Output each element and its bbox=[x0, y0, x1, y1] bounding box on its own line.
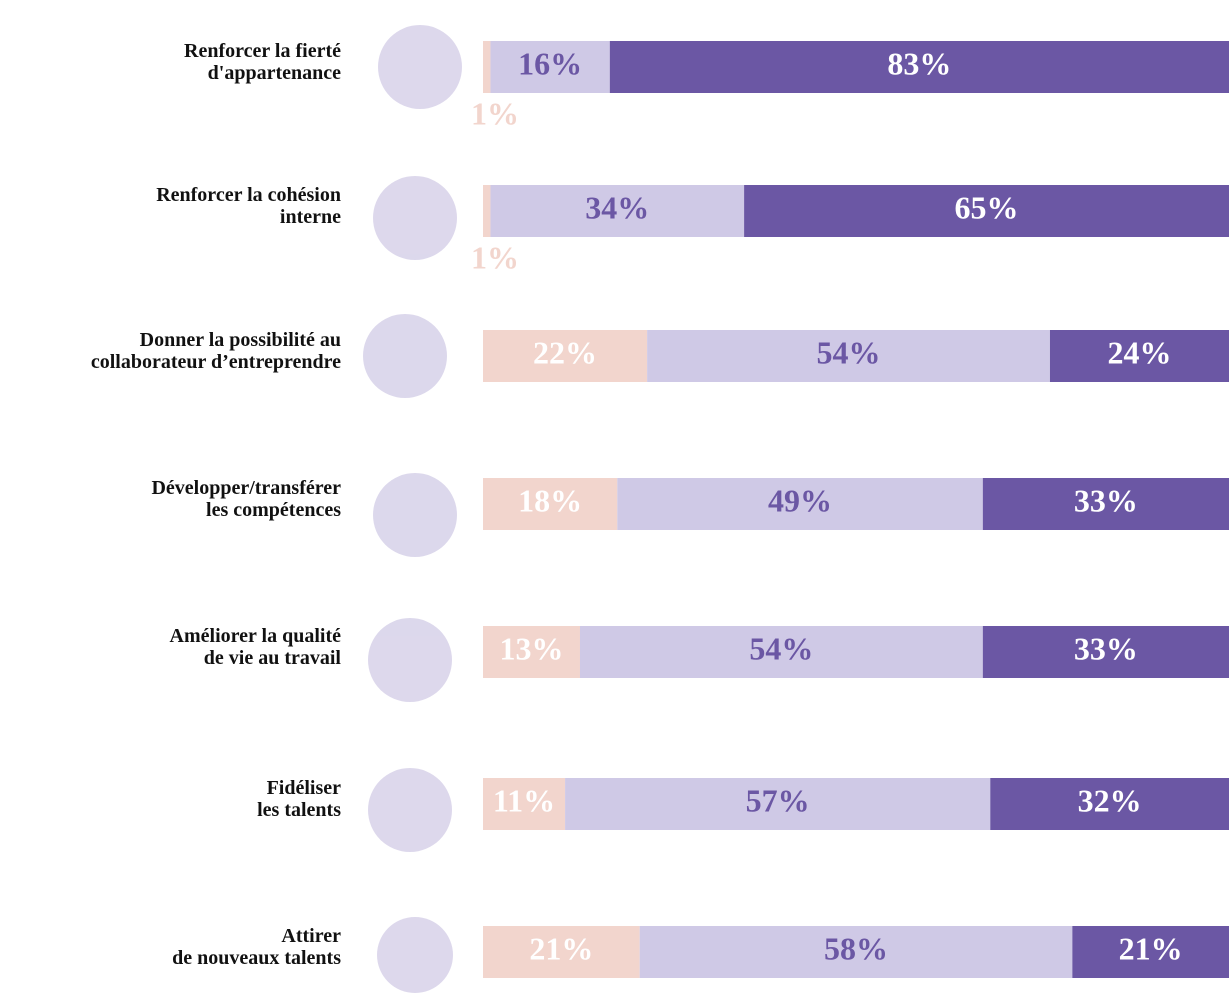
icon bbox=[368, 768, 452, 852]
icon bbox=[373, 176, 457, 260]
icon bbox=[373, 473, 457, 557]
value-label: 34% bbox=[585, 189, 649, 225]
category-label: d'appartenance bbox=[208, 62, 341, 84]
value-label: 24% bbox=[1107, 334, 1171, 370]
value-label: 49% bbox=[768, 482, 832, 518]
category-label: Fidéliser bbox=[267, 777, 342, 799]
category-label: Améliorer la qualité bbox=[170, 625, 342, 647]
category-label: Renforcer la fierté bbox=[184, 40, 341, 62]
category-label: Attirer bbox=[281, 925, 341, 947]
icon bbox=[363, 314, 447, 398]
value-label: 32% bbox=[1078, 782, 1142, 818]
value-label: 21% bbox=[1119, 930, 1183, 966]
category-label: les talents bbox=[257, 799, 341, 821]
value-label: 65% bbox=[955, 189, 1019, 225]
category-label: collaborateur d’entreprendre bbox=[91, 351, 341, 373]
value-label: 13% bbox=[499, 630, 563, 666]
category-label: Donner la possibilité au bbox=[140, 329, 341, 351]
value-label: 83% bbox=[887, 45, 951, 81]
icon bbox=[378, 25, 462, 109]
category-label: Renforcer la cohésion bbox=[156, 184, 341, 206]
category-label: les compétences bbox=[206, 499, 341, 521]
value-label: 1% bbox=[471, 95, 519, 131]
bar-segment bbox=[483, 41, 490, 93]
value-label: 18% bbox=[518, 482, 582, 518]
value-label: 54% bbox=[817, 334, 881, 370]
value-label: 22% bbox=[533, 334, 597, 370]
value-label: 11% bbox=[493, 782, 555, 818]
value-label: 33% bbox=[1074, 482, 1138, 518]
value-label: 58% bbox=[824, 930, 888, 966]
chart: Renforcer la fiertéd'appartenance 1% 16% 83… bbox=[0, 0, 1229, 998]
icon bbox=[368, 618, 452, 702]
value-label: 21% bbox=[529, 930, 593, 966]
value-label: 16% bbox=[518, 45, 582, 81]
value-label: 1% bbox=[471, 239, 519, 275]
value-label: 33% bbox=[1074, 630, 1138, 666]
category-label: de nouveaux talents bbox=[172, 947, 341, 969]
icon bbox=[377, 917, 453, 993]
value-label: 54% bbox=[749, 630, 813, 666]
illustrations bbox=[363, 25, 462, 993]
category-label: interne bbox=[280, 206, 341, 228]
bar-segment bbox=[483, 185, 490, 237]
category-label: Développer/transférer bbox=[151, 477, 341, 499]
category-label: de vie au travail bbox=[204, 647, 342, 669]
value-label: 57% bbox=[746, 782, 810, 818]
